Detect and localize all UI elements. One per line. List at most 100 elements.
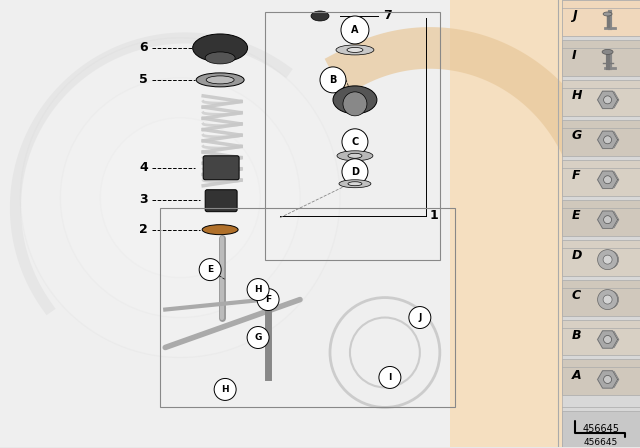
Ellipse shape bbox=[333, 86, 377, 114]
Circle shape bbox=[604, 96, 612, 104]
Ellipse shape bbox=[196, 73, 244, 87]
Polygon shape bbox=[598, 331, 618, 348]
Ellipse shape bbox=[602, 49, 613, 54]
Ellipse shape bbox=[311, 11, 329, 21]
Text: 5: 5 bbox=[140, 73, 148, 86]
Circle shape bbox=[320, 67, 346, 93]
Text: 1: 1 bbox=[430, 209, 438, 222]
Circle shape bbox=[605, 296, 614, 304]
Text: D: D bbox=[351, 167, 359, 177]
Polygon shape bbox=[600, 212, 619, 228]
Bar bbox=[562, 120, 639, 156]
FancyBboxPatch shape bbox=[562, 0, 639, 448]
Bar bbox=[160, 208, 455, 407]
Circle shape bbox=[604, 375, 612, 383]
Text: G: G bbox=[255, 333, 262, 342]
Bar bbox=[562, 80, 639, 116]
Circle shape bbox=[605, 375, 614, 383]
Circle shape bbox=[605, 256, 614, 263]
Bar bbox=[562, 411, 639, 448]
Ellipse shape bbox=[202, 225, 238, 235]
Ellipse shape bbox=[348, 153, 362, 158]
Circle shape bbox=[603, 295, 612, 304]
Bar bbox=[562, 200, 639, 236]
Text: 7: 7 bbox=[383, 9, 392, 22]
Circle shape bbox=[20, 38, 340, 358]
Text: I: I bbox=[572, 49, 576, 62]
Text: J: J bbox=[418, 313, 422, 322]
FancyBboxPatch shape bbox=[203, 156, 239, 180]
Circle shape bbox=[604, 215, 612, 224]
Circle shape bbox=[603, 255, 612, 264]
Bar bbox=[562, 319, 639, 355]
Bar bbox=[562, 240, 639, 276]
Text: A: A bbox=[351, 25, 358, 35]
Text: C: C bbox=[572, 289, 580, 302]
Text: A: A bbox=[572, 369, 581, 382]
Circle shape bbox=[342, 159, 368, 185]
Polygon shape bbox=[598, 171, 618, 189]
Text: D: D bbox=[572, 249, 582, 262]
Text: J: J bbox=[572, 9, 576, 22]
FancyBboxPatch shape bbox=[1, 0, 450, 448]
Circle shape bbox=[600, 250, 619, 269]
Circle shape bbox=[100, 118, 260, 278]
Polygon shape bbox=[598, 91, 618, 108]
Circle shape bbox=[600, 291, 619, 309]
Bar bbox=[562, 280, 639, 315]
Ellipse shape bbox=[193, 34, 248, 62]
Text: 4: 4 bbox=[140, 161, 148, 174]
Circle shape bbox=[343, 92, 367, 116]
Bar bbox=[562, 0, 639, 36]
Circle shape bbox=[605, 136, 614, 144]
Text: H: H bbox=[254, 285, 262, 294]
FancyBboxPatch shape bbox=[450, 0, 580, 448]
FancyBboxPatch shape bbox=[205, 190, 237, 212]
Text: E: E bbox=[207, 265, 213, 274]
Circle shape bbox=[604, 336, 612, 344]
Ellipse shape bbox=[348, 182, 362, 186]
Text: 6: 6 bbox=[140, 41, 148, 54]
Ellipse shape bbox=[336, 45, 374, 55]
Text: I: I bbox=[388, 373, 392, 382]
Text: F: F bbox=[265, 295, 271, 304]
Circle shape bbox=[605, 215, 614, 224]
Bar bbox=[562, 160, 639, 196]
Bar bbox=[265, 12, 440, 260]
Text: H: H bbox=[221, 385, 229, 394]
Ellipse shape bbox=[347, 47, 363, 52]
Circle shape bbox=[604, 176, 612, 184]
Text: 456645: 456645 bbox=[582, 424, 619, 435]
Polygon shape bbox=[600, 372, 619, 387]
Bar bbox=[562, 40, 639, 76]
Text: G: G bbox=[572, 129, 582, 142]
Circle shape bbox=[605, 336, 614, 344]
Circle shape bbox=[605, 176, 614, 184]
Polygon shape bbox=[598, 371, 618, 388]
Bar bbox=[562, 359, 639, 396]
Circle shape bbox=[247, 327, 269, 349]
Text: C: C bbox=[351, 137, 358, 147]
Polygon shape bbox=[600, 92, 619, 108]
Polygon shape bbox=[600, 332, 619, 347]
Circle shape bbox=[247, 279, 269, 301]
Text: F: F bbox=[572, 169, 580, 182]
Text: 2: 2 bbox=[140, 223, 148, 236]
Polygon shape bbox=[598, 211, 618, 228]
Circle shape bbox=[604, 136, 612, 144]
Circle shape bbox=[342, 129, 368, 155]
Circle shape bbox=[341, 16, 369, 44]
Text: E: E bbox=[572, 209, 580, 222]
Circle shape bbox=[257, 289, 279, 310]
Text: 3: 3 bbox=[140, 193, 148, 206]
Circle shape bbox=[409, 306, 431, 328]
Circle shape bbox=[214, 379, 236, 401]
Polygon shape bbox=[600, 132, 619, 147]
Text: B: B bbox=[572, 329, 581, 342]
Ellipse shape bbox=[337, 151, 373, 161]
Circle shape bbox=[199, 258, 221, 280]
Circle shape bbox=[598, 289, 618, 310]
Text: 456645: 456645 bbox=[584, 438, 618, 447]
Text: B: B bbox=[330, 75, 337, 85]
Circle shape bbox=[60, 78, 300, 318]
